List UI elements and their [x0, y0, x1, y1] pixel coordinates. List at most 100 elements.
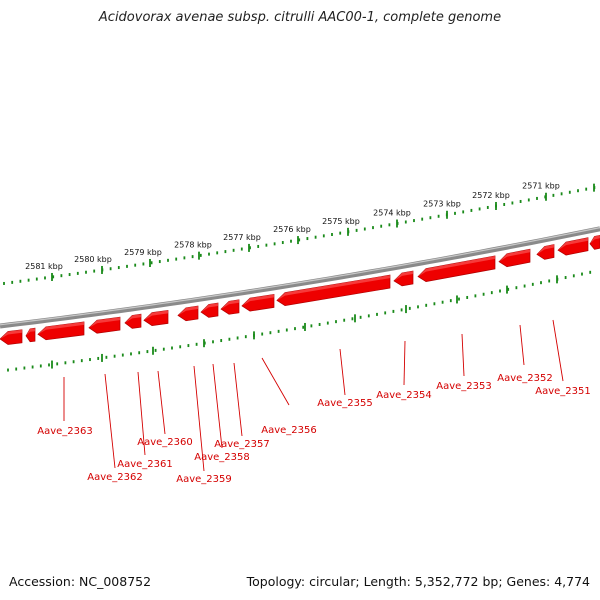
gene-label-aave-2351: Aave_2351 [535, 386, 591, 397]
gene-arrow-shine [26, 328, 35, 336]
minor-tick [117, 266, 120, 270]
major-tick [304, 322, 306, 331]
major-tick [347, 227, 349, 236]
kbp-label: 2577 kbp [223, 233, 261, 242]
minor-tick [56, 362, 59, 366]
minor-tick [322, 234, 325, 238]
minor-tick [413, 219, 415, 223]
gene-leader-line [461, 333, 465, 377]
minor-tick [19, 279, 22, 283]
major-tick [593, 183, 595, 192]
major-tick [152, 346, 154, 355]
minor-tick [216, 251, 219, 255]
kbp-label: 2581 kbp [25, 262, 63, 271]
minor-tick [314, 235, 317, 239]
minor-tick [572, 274, 575, 278]
minor-tick [162, 347, 165, 351]
gene-leader-line [519, 324, 525, 366]
minor-tick [302, 325, 305, 329]
gene-label-aave-2358: Aave_2358 [194, 452, 250, 463]
minor-tick [183, 256, 186, 260]
gene-label-aave-2362: Aave_2362 [87, 472, 143, 483]
minor-tick [515, 286, 518, 290]
gene-arrow-shine [89, 317, 120, 328]
minor-tick [142, 262, 145, 266]
minor-tick [167, 258, 169, 262]
major-tick [506, 285, 508, 294]
accession-text: Accession: NC_008752 [9, 574, 152, 589]
gene-leader-line [157, 370, 166, 435]
minor-tick [474, 294, 477, 298]
major-tick [354, 314, 356, 323]
minor-tick [281, 241, 284, 245]
minor-tick [89, 358, 91, 362]
kbp-label: 2576 kbp [273, 225, 311, 234]
gene-leader-line [552, 319, 564, 382]
minor-tick [507, 287, 510, 291]
minor-tick [175, 257, 178, 261]
minor-tick [466, 295, 469, 299]
backbone-arc [0, 226, 600, 329]
topology-summary: Topology: circular; Length: 5,352,772 bp… [246, 574, 590, 589]
gene-arrow [25, 327, 36, 343]
major-tick [446, 210, 448, 219]
minor-tick [3, 281, 5, 285]
minor-tick [228, 337, 231, 341]
gene-label-aave-2356: Aave_2356 [261, 425, 317, 436]
minor-tick [531, 282, 534, 286]
minor-tick [417, 305, 419, 309]
minor-tick [318, 322, 321, 326]
gene-leader-line [261, 357, 290, 406]
gene-arrow-shine [537, 244, 554, 255]
minor-tick [224, 250, 227, 254]
genome-title: Acidovorax avenae subsp. citrulli AAC00-… [98, 10, 502, 25]
minor-tick [392, 309, 395, 313]
minor-tick [404, 220, 407, 224]
minor-tick [372, 226, 374, 230]
major-tick [101, 265, 103, 274]
minor-tick [109, 267, 112, 271]
minor-tick [511, 201, 514, 205]
minor-tick [11, 280, 14, 284]
minor-tick [80, 359, 83, 363]
minor-tick [236, 336, 239, 340]
minor-tick [454, 211, 456, 215]
minor-tick [150, 261, 153, 265]
gene-leader-line [339, 348, 346, 396]
minor-tick [265, 243, 268, 247]
minor-tick [68, 273, 71, 277]
gene-label-aave-2357: Aave_2357 [214, 439, 270, 450]
gene-leader-line [193, 365, 205, 472]
backbone-highlight [0, 227, 600, 326]
gene-track [0, 234, 600, 345]
minor-tick [187, 344, 190, 348]
gene-label-aave-2352: Aave_2352 [497, 373, 553, 384]
minor-tick [490, 291, 493, 295]
minor-tick [208, 252, 210, 256]
minor-tick [154, 348, 157, 352]
kbp-label: 2572 kbp [472, 191, 510, 200]
major-tick [51, 272, 53, 281]
minor-tick [93, 269, 96, 273]
minor-tick [355, 228, 358, 232]
minor-tick [470, 208, 473, 212]
major-tick [203, 339, 205, 348]
minor-tick [52, 275, 55, 279]
outer-kbp-ticks: 2581 kbp 2580 kbp 2579 kbp 2578 kbp 2577 kbp… [3, 182, 596, 285]
minor-tick [421, 217, 424, 221]
gene-arrow-shine [221, 299, 239, 310]
gene-arrow-shine [125, 314, 141, 323]
minor-tick [536, 196, 538, 200]
minor-tick [60, 274, 63, 278]
genome-backbone [0, 226, 600, 329]
gene-arrow-shine [558, 237, 588, 251]
minor-tick [486, 205, 489, 209]
minor-tick [384, 311, 387, 315]
major-tick [545, 192, 547, 201]
major-tick [149, 259, 151, 267]
minor-tick [85, 270, 87, 274]
minor-tick [433, 302, 436, 306]
gene-arrow-shine [201, 303, 218, 313]
gene-arrow-shine [242, 294, 274, 306]
minor-tick [199, 253, 202, 257]
